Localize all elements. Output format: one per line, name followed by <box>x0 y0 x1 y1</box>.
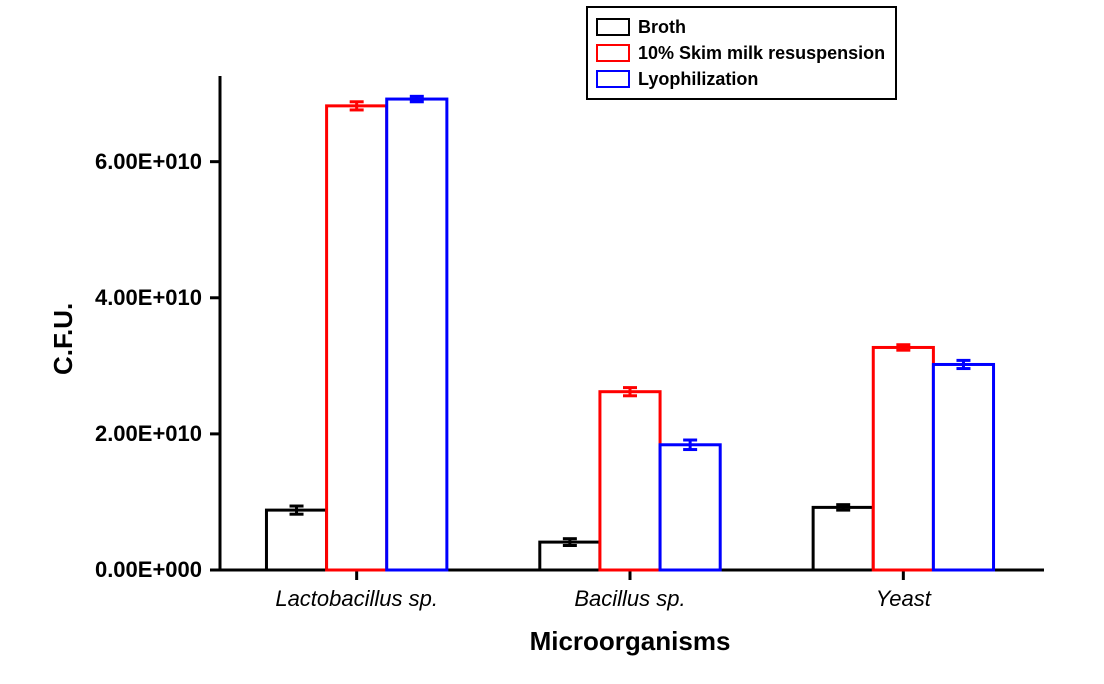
x-axis-title: Microorganisms <box>220 626 1040 657</box>
legend-swatch <box>596 44 630 62</box>
bar <box>933 364 993 570</box>
legend-item: Lyophilization <box>596 66 885 92</box>
y-tick-label: 6.00E+010 <box>95 149 202 175</box>
chart-container: Broth 10% Skim milk resuspension Lyophiliz… <box>0 0 1104 684</box>
bar <box>327 106 387 570</box>
x-tick-label: Lactobacillus sp. <box>237 586 477 612</box>
y-axis-title: C.F.U. <box>48 303 79 375</box>
x-tick-label: Yeast <box>783 586 1023 612</box>
legend-label: 10% Skim milk resuspension <box>638 43 885 64</box>
bar <box>660 445 720 570</box>
bar <box>873 347 933 570</box>
legend-label: Lyophilization <box>638 69 758 90</box>
legend: Broth 10% Skim milk resuspension Lyophiliz… <box>586 6 897 100</box>
y-tick-label: 0.00E+000 <box>95 557 202 583</box>
legend-item: Broth <box>596 14 885 40</box>
legend-swatch <box>596 70 630 88</box>
legend-swatch <box>596 18 630 36</box>
x-tick-label: Bacillus sp. <box>510 586 750 612</box>
bar <box>813 507 873 570</box>
bar <box>266 510 326 570</box>
y-tick-label: 4.00E+010 <box>95 285 202 311</box>
bar <box>387 99 447 570</box>
legend-label: Broth <box>638 17 686 38</box>
bar <box>600 392 660 570</box>
legend-item: 10% Skim milk resuspension <box>596 40 885 66</box>
y-tick-label: 2.00E+010 <box>95 421 202 447</box>
